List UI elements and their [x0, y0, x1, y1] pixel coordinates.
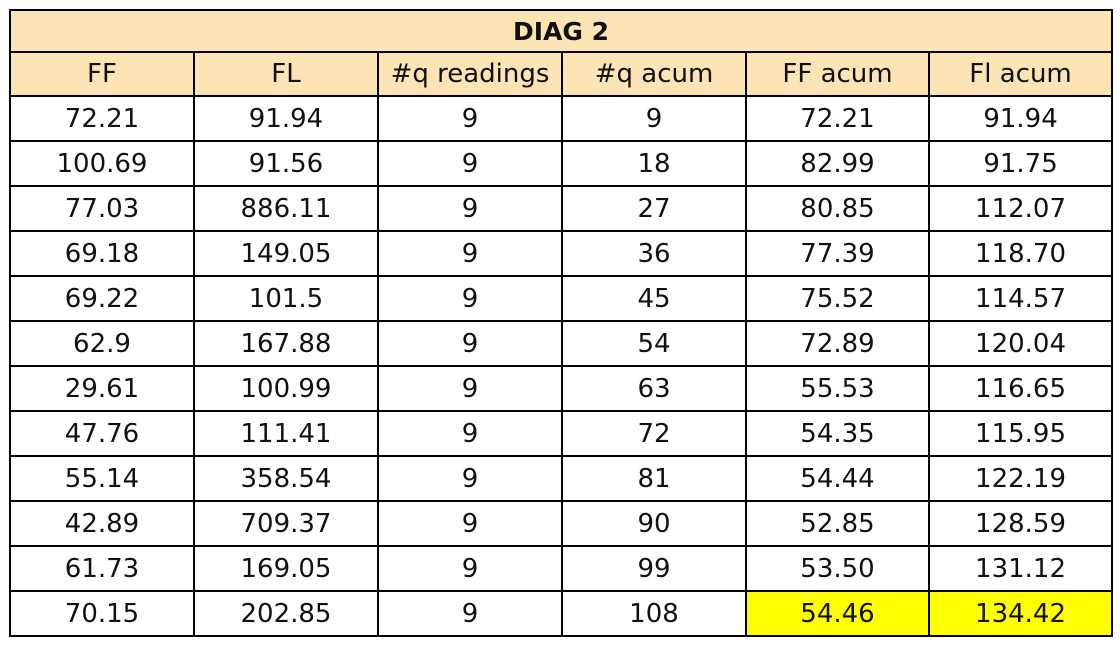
cell-q-acum: 36 [561, 230, 747, 277]
cell-q-readings: 9 [377, 410, 563, 457]
cell-ff-acum: 72.89 [745, 320, 930, 367]
table-row: 29.61 100.99 9 63 55.53 116.65 [9, 365, 1114, 412]
cell-ff-acum: 54.44 [745, 455, 930, 502]
column-header-fl-acum: Fl acum [927, 51, 1114, 97]
column-header-q-acum: #q acum [561, 51, 747, 97]
table-row: 62.9 167.88 9 54 72.89 120.04 [9, 320, 1114, 367]
cell-q-acum: 9 [561, 95, 747, 142]
cell-fl: 886.11 [193, 185, 379, 232]
cell-q-acum: 99 [561, 545, 747, 592]
cell-fl-acum: 114.57 [927, 275, 1114, 322]
column-header-ff-acum: FF acum [745, 51, 930, 97]
table-row: 70.15 202.85 9 108 54.46 134.42 [9, 590, 1114, 637]
cell-ff-acum: 75.52 [745, 275, 930, 322]
cell-fl-acum: 91.75 [927, 140, 1114, 187]
cell-q-readings: 9 [377, 500, 563, 547]
cell-fl-acum: 120.04 [927, 320, 1114, 367]
cell-ff: 100.69 [9, 140, 195, 187]
cell-ff-acum: 54.35 [745, 410, 930, 457]
cell-ff: 29.61 [9, 365, 195, 412]
cell-ff: 70.15 [9, 590, 195, 637]
cell-ff-acum: 55.53 [745, 365, 930, 412]
cell-q-acum: 45 [561, 275, 747, 322]
cell-q-acum: 63 [561, 365, 747, 412]
table-body: 72.21 91.94 9 9 72.21 91.94 100.69 91.56 9 18 82.9… [9, 95, 1114, 637]
table-row: 72.21 91.94 9 9 72.21 91.94 [9, 95, 1114, 142]
column-header-ff: FF [9, 51, 195, 97]
cell-fl-acum: 128.59 [927, 500, 1114, 547]
cell-ff-acum: 52.85 [745, 500, 930, 547]
table-row: 69.22 101.5 9 45 75.52 114.57 [9, 275, 1114, 322]
cell-q-acum: 108 [561, 590, 747, 637]
cell-q-acum: 81 [561, 455, 747, 502]
table-row: 47.76 111.41 9 72 54.35 115.95 [9, 410, 1114, 457]
cell-fl-acum: 91.94 [927, 95, 1114, 142]
column-header-fl: FL [193, 51, 379, 97]
cell-q-readings: 9 [377, 275, 563, 322]
cell-q-acum: 18 [561, 140, 747, 187]
cell-ff: 77.03 [9, 185, 195, 232]
column-header-q-readings: #q readings [377, 51, 563, 97]
cell-ff-acum: 54.46 [745, 590, 930, 637]
cell-q-readings: 9 [377, 545, 563, 592]
cell-fl: 101.5 [193, 275, 379, 322]
cell-fl: 149.05 [193, 230, 379, 277]
table-title: DIAG 2 [8, 9, 1114, 53]
cell-ff: 55.14 [9, 455, 195, 502]
cell-ff: 62.9 [9, 320, 195, 367]
cell-ff-acum: 53.50 [745, 545, 930, 592]
cell-fl: 169.05 [193, 545, 379, 592]
table-row: 61.73 169.05 9 99 53.50 131.12 [9, 545, 1114, 592]
cell-ff: 42.89 [9, 500, 195, 547]
cell-q-readings: 9 [377, 590, 563, 637]
cell-q-acum: 54 [561, 320, 747, 367]
diag-table: DIAG 2 FF FL #q readings #q acum FF acum… [8, 9, 1114, 637]
cell-ff: 61.73 [9, 545, 195, 592]
cell-q-readings: 9 [377, 365, 563, 412]
cell-q-readings: 9 [377, 185, 563, 232]
title-row: DIAG 2 [8, 9, 1114, 53]
cell-fl: 167.88 [193, 320, 379, 367]
cell-fl-acum: 118.70 [927, 230, 1114, 277]
table-row: 55.14 358.54 9 81 54.44 122.19 [9, 455, 1114, 502]
cell-ff-acum: 80.85 [745, 185, 930, 232]
cell-fl: 358.54 [193, 455, 379, 502]
cell-fl-acum: 112.07 [927, 185, 1114, 232]
cell-q-readings: 9 [377, 95, 563, 142]
spreadsheet: DIAG 2 FF FL #q readings #q acum FF acum… [8, 9, 1114, 643]
cell-ff-acum: 82.99 [745, 140, 930, 187]
cell-ff: 69.18 [9, 230, 195, 277]
table-row: 100.69 91.56 9 18 82.99 91.75 [9, 140, 1114, 187]
cell-ff-acum: 77.39 [745, 230, 930, 277]
cell-fl-acum: 134.42 [927, 590, 1114, 637]
cell-q-readings: 9 [377, 455, 563, 502]
table-row: 77.03 886.11 9 27 80.85 112.07 [9, 185, 1114, 232]
cell-fl: 91.94 [193, 95, 379, 142]
cell-fl: 111.41 [193, 410, 379, 457]
cell-ff-acum: 72.21 [745, 95, 930, 142]
cell-ff: 47.76 [9, 410, 195, 457]
cell-q-readings: 9 [377, 140, 563, 187]
table-row: 69.18 149.05 9 36 77.39 118.70 [9, 230, 1114, 277]
cell-fl: 91.56 [193, 140, 379, 187]
cell-fl-acum: 131.12 [927, 545, 1114, 592]
cell-fl: 202.85 [193, 590, 379, 637]
cell-fl: 709.37 [193, 500, 379, 547]
cell-ff: 69.22 [9, 275, 195, 322]
table-row: 42.89 709.37 9 90 52.85 128.59 [9, 500, 1114, 547]
cell-q-acum: 72 [561, 410, 747, 457]
cell-fl-acum: 115.95 [927, 410, 1114, 457]
cell-fl-acum: 116.65 [927, 365, 1114, 412]
cell-q-readings: 9 [377, 320, 563, 367]
cell-fl: 100.99 [193, 365, 379, 412]
header-row: FF FL #q readings #q acum FF acum Fl acu… [9, 51, 1114, 97]
cell-q-acum: 27 [561, 185, 747, 232]
cell-q-readings: 9 [377, 230, 563, 277]
cell-q-acum: 90 [561, 500, 747, 547]
cell-ff: 72.21 [9, 95, 195, 142]
cell-fl-acum: 122.19 [927, 455, 1114, 502]
